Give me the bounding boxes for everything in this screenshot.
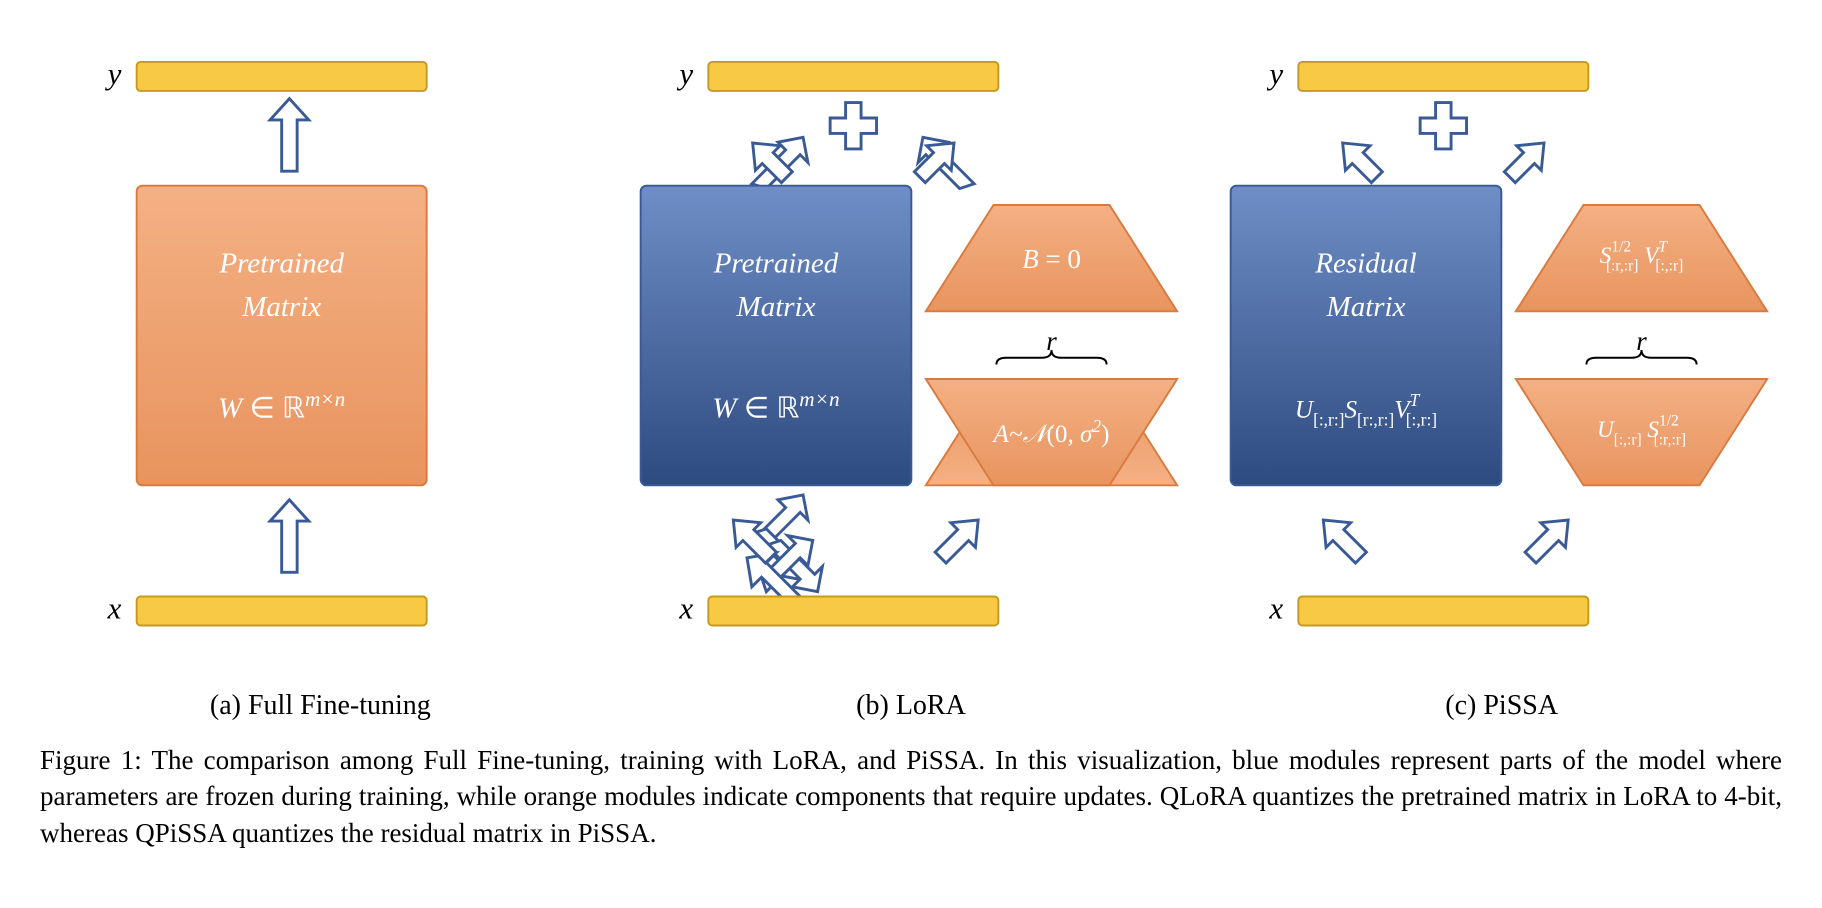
box-line2: Matrix xyxy=(735,291,815,323)
trap-top-label: B = 0 xyxy=(1022,244,1081,274)
arrow-up xyxy=(270,99,309,172)
panel-a: y Pretrained Matrix W ∈ ℝm×n x (a) Full … xyxy=(40,20,601,722)
figure-container: y Pretrained Matrix W ∈ ℝm×n x (a) Full … xyxy=(40,20,1782,722)
panel-c-svg: y Residual Matrix U[:,r:]S[r:,r:]VT[:,r:… xyxy=(1221,20,1782,680)
main-box xyxy=(640,186,911,486)
arrow-tl xyxy=(1331,131,1390,190)
panel-a-caption: (a) Full Fine-tuning xyxy=(210,690,431,722)
panel-a-svg: y Pretrained Matrix W ∈ ℝm×n x xyxy=(40,20,601,680)
r-brace xyxy=(996,350,1106,365)
y-bar xyxy=(708,62,998,91)
panel-b-svg: y Pretrained Matrix W ∈ ℝm×n xyxy=(631,20,1192,680)
box-line1: Pretrained xyxy=(218,248,344,280)
main-box xyxy=(1231,186,1502,486)
r-brace xyxy=(1587,350,1697,365)
plus-icon xyxy=(1420,103,1466,149)
box-line1: Pretrained xyxy=(712,248,838,280)
arrow-bl xyxy=(1311,508,1373,570)
box-line1: Residual xyxy=(1315,248,1418,280)
y-bar xyxy=(1299,62,1589,91)
y-label: y xyxy=(105,56,122,91)
trap-bottom-label: A~𝒩(0, σ2) xyxy=(991,416,1109,448)
box-line2: Matrix xyxy=(241,291,321,323)
panel-b-caption: (b) LoRA xyxy=(856,690,966,722)
x-bar xyxy=(1299,597,1589,626)
caption-text: The comparison among Full Fine-tuning, t… xyxy=(40,745,1782,848)
y-bar xyxy=(137,62,427,91)
panel-c: y Residual Matrix U[:,r:]S[r:,r:]VT[:,r:… xyxy=(1221,20,1782,722)
y-label: y xyxy=(1267,56,1284,91)
figure-caption: Figure 1: The comparison among Full Fine… xyxy=(40,742,1782,851)
x-label: x xyxy=(1269,591,1284,626)
caption-label: Figure 1: xyxy=(40,745,142,775)
arrow-left-up xyxy=(752,137,808,188)
x-bar xyxy=(137,597,427,626)
y-label: y xyxy=(676,56,693,91)
panel-b: y Pretrained Matrix W ∈ ℝm×n xyxy=(631,20,1192,722)
x-label: x xyxy=(107,591,122,626)
plus-icon xyxy=(830,103,876,149)
arrow-right-up xyxy=(918,137,974,188)
main-box xyxy=(137,186,427,486)
arrow-tr xyxy=(1498,131,1557,190)
arrow-br xyxy=(1519,508,1581,570)
arrow-up-bottom xyxy=(270,500,309,573)
panel-c-caption: (c) PiSSA xyxy=(1445,690,1558,722)
box-line2: Matrix xyxy=(1326,291,1406,323)
